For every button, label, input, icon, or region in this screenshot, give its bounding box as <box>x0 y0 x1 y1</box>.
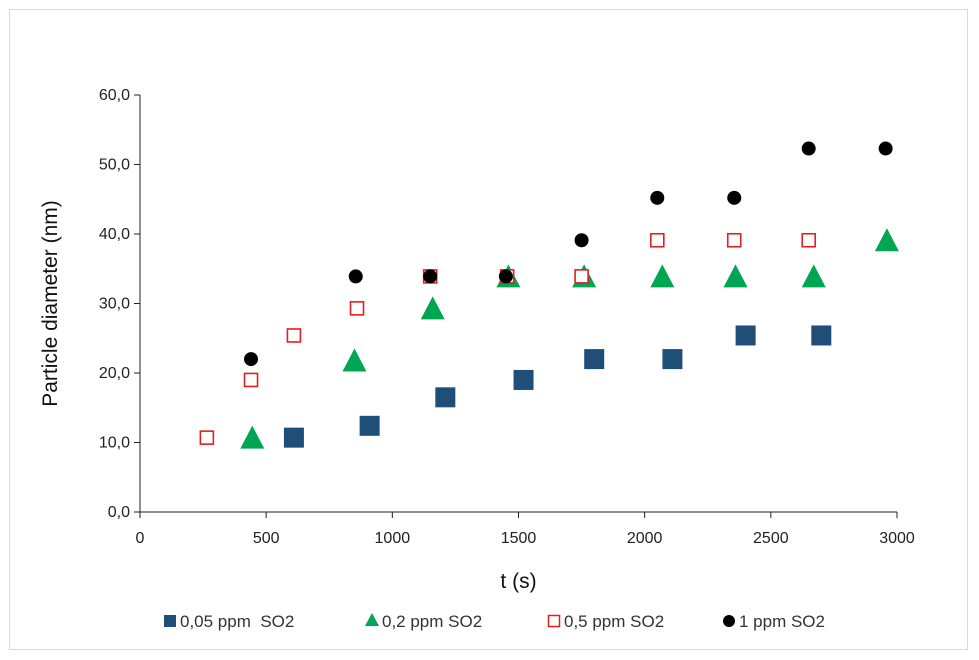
x-tick-label: 2000 <box>627 530 663 547</box>
data-point <box>801 264 826 288</box>
data-point <box>662 349 683 370</box>
data-point <box>650 264 675 288</box>
data-point <box>342 348 367 372</box>
data-point <box>348 269 363 284</box>
data-point <box>359 415 380 436</box>
y-axis-title: Particle diameter (nm) <box>39 200 62 407</box>
legend-label: 0,05 ppm SO2 <box>180 612 294 631</box>
legend-label: 0,2 ppm SO2 <box>382 612 482 631</box>
x-tick-label: 2500 <box>753 530 789 547</box>
data-point <box>283 427 304 448</box>
data-point <box>423 269 438 284</box>
legend-marker <box>547 614 561 628</box>
series-4 <box>244 141 893 367</box>
legend: 0,05 ppm SO2 0,2 ppm SO2 0,5 ppm SO2 1 ppm … <box>164 612 825 631</box>
data-point <box>240 425 265 449</box>
x-tick-label: 3000 <box>879 530 915 547</box>
data-point <box>349 301 365 316</box>
data-point <box>420 296 445 320</box>
x-tick-label: 500 <box>253 530 280 547</box>
series-3 <box>199 232 816 445</box>
data-point <box>649 232 665 248</box>
series-1 <box>283 325 832 448</box>
legend-marker <box>365 613 379 626</box>
axes <box>134 94 898 518</box>
data-point <box>735 325 756 346</box>
data-point <box>878 141 893 156</box>
y-tick-label: 30,0 <box>99 296 130 313</box>
data-point <box>435 387 456 408</box>
x-tick-label: 0 <box>136 530 145 547</box>
data-marks <box>199 141 899 449</box>
data-point <box>650 190 665 205</box>
data-point <box>244 352 259 367</box>
chart-frame <box>9 9 968 650</box>
y-tick-label: 50,0 <box>99 157 130 174</box>
y-tick-label: 0,0 <box>108 504 130 521</box>
data-point <box>199 430 215 445</box>
data-point <box>801 232 816 248</box>
legend-label: 1 ppm SO2 <box>739 612 825 631</box>
legend-label: 0,5 ppm SO2 <box>564 612 664 631</box>
y-tick-label: 10,0 <box>99 435 130 452</box>
x-axis-title: t (s) <box>500 570 536 593</box>
data-point <box>801 141 816 156</box>
tick-labels: 0,0 10,0 20,0 30,0 40,0 50,0 60,0 0 500 1000 1500 2… <box>99 87 915 547</box>
data-point <box>243 372 259 388</box>
data-point <box>574 233 589 248</box>
x-tick-label: 1000 <box>375 530 411 547</box>
data-point <box>874 228 899 252</box>
data-point <box>584 349 605 370</box>
data-point <box>726 232 742 248</box>
legend-marker <box>164 615 176 627</box>
x-tick-label: 1500 <box>501 530 537 547</box>
data-point <box>513 369 534 390</box>
data-point <box>574 269 589 284</box>
data-point <box>723 264 748 288</box>
series-2 <box>240 228 899 449</box>
data-point <box>286 328 302 343</box>
y-tick-label: 40,0 <box>99 226 130 243</box>
data-point <box>811 325 832 346</box>
data-point <box>727 190 742 205</box>
data-point <box>498 269 513 284</box>
y-tick-label: 60,0 <box>99 87 130 104</box>
y-tick-label: 20,0 <box>99 365 130 382</box>
legend-marker <box>723 615 735 627</box>
